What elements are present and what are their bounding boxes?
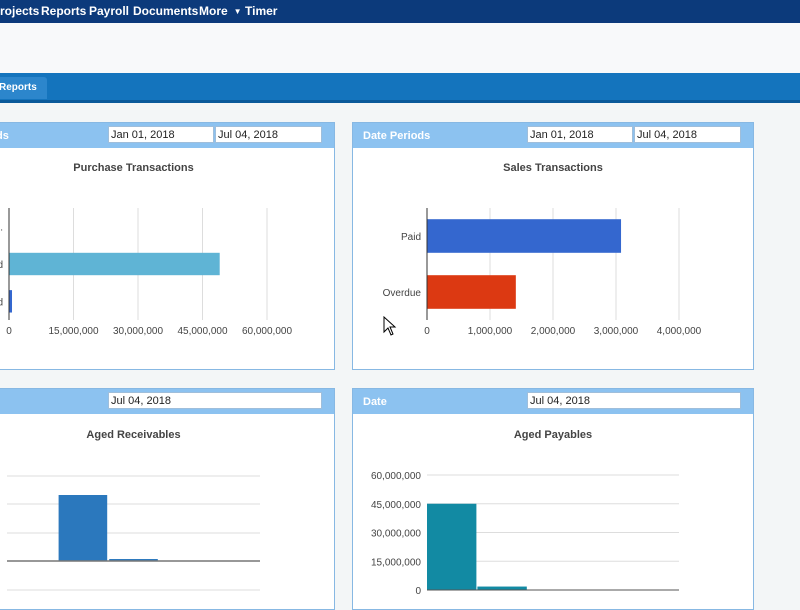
purchase-date-to[interactable]: Jul 04, 2018 — [215, 126, 322, 143]
nav-payroll[interactable]: Payroll — [89, 4, 130, 18]
payables-tick-label: 60,000,000 — [371, 471, 421, 482]
nav-more-label: More — [199, 4, 228, 18]
receivables-chart-title: Aged Receivables — [86, 429, 181, 441]
nav-projects[interactable]: rojects — [0, 4, 40, 18]
sales-date-from[interactable]: Jan 01, 2018 — [527, 126, 633, 143]
nav-timer[interactable]: Timer — [245, 4, 278, 18]
nav-reports[interactable]: Reports — [41, 4, 87, 18]
payables-tick-label: 0 — [415, 586, 421, 597]
payables-tick-label: 45,000,000 — [371, 500, 421, 511]
purchase-date-from[interactable]: Jan 01, 2018 — [108, 126, 214, 143]
tab-reports[interactable]: Reports — [0, 77, 47, 99]
purchase-tick-label: 30,000,000 — [113, 326, 163, 337]
sales-bar — [427, 275, 516, 309]
chevron-down-icon: ▼ — [233, 7, 242, 17]
tab-bar: Reports — [0, 73, 800, 103]
sales-tick-label: 0 — [424, 326, 430, 337]
payables-bar — [477, 586, 527, 590]
payables-chart-title: Aged Payables — [513, 429, 593, 441]
payables-date[interactable]: Jul 04, 2018 — [527, 392, 741, 409]
purchase-tick-label: 0 — [6, 326, 12, 337]
purchase-header-label: ds — [0, 130, 9, 142]
receivables-bar — [58, 495, 108, 561]
sales-tick-label: 1,000,000 — [468, 326, 513, 337]
top-nav-bar: rojects Reports Payroll Documents More ▼ … — [0, 0, 800, 23]
sales-header-label: Date Periods — [363, 130, 431, 142]
purchase-tick-label: 15,000,000 — [48, 326, 98, 337]
payables-tick-label: 30,000,000 — [371, 529, 421, 540]
sales-panel-header: Date Periods Jan 01, 2018 Jul 04, 2018 — [353, 123, 753, 148]
purchase-category-label: d — [0, 260, 3, 271]
sales-tick-label: 4,000,000 — [657, 326, 702, 337]
receivables-bar — [109, 559, 158, 561]
payables-header-label: Date — [363, 396, 387, 408]
receivables-panel-header: Jul 04, 2018 — [0, 389, 334, 414]
nav-documents[interactable]: Documents — [133, 4, 199, 18]
purchase-category-label: ... — [0, 223, 3, 234]
mouse-cursor-icon — [383, 316, 397, 336]
purchase-panel: ds Jan 01, 2018 Jul 04, 2018 Purchase Tr… — [0, 122, 335, 370]
purchase-chart-title: Purchase Transactions — [73, 162, 194, 174]
purchase-tick-label: 45,000,000 — [177, 326, 227, 337]
payables-tick-label: 15,000,000 — [371, 557, 421, 568]
payables-bar — [427, 503, 477, 590]
nav-more[interactable]: More ▼ — [199, 4, 242, 18]
sales-tick-label: 2,000,000 — [531, 326, 576, 337]
sales-tick-label: 3,000,000 — [594, 326, 639, 337]
purchase-bar — [9, 290, 13, 313]
payables-panel-header: Date Jul 04, 2018 — [353, 389, 753, 414]
purchase-panel-header: ds Jan 01, 2018 Jul 04, 2018 — [0, 123, 334, 148]
sales-chart-title: Sales Transactions — [503, 162, 603, 174]
sales-category-label: Overdue — [383, 288, 422, 299]
purchase-category-label: d — [0, 297, 3, 308]
purchase-tick-label: 60,000,000 — [242, 326, 292, 337]
sales-bar — [427, 219, 622, 253]
tab-reports-label: Reports — [0, 82, 37, 93]
sales-date-to[interactable]: Jul 04, 2018 — [634, 126, 741, 143]
sub-header — [0, 23, 800, 73]
payables-panel: Date Jul 04, 2018 Aged Payables — [352, 388, 754, 610]
receivables-panel: Jul 04, 2018 Aged Receivables — [0, 388, 335, 610]
purchase-bar — [9, 252, 220, 276]
receivables-date[interactable]: Jul 04, 2018 — [108, 392, 322, 409]
sales-category-label: Paid — [401, 232, 421, 243]
